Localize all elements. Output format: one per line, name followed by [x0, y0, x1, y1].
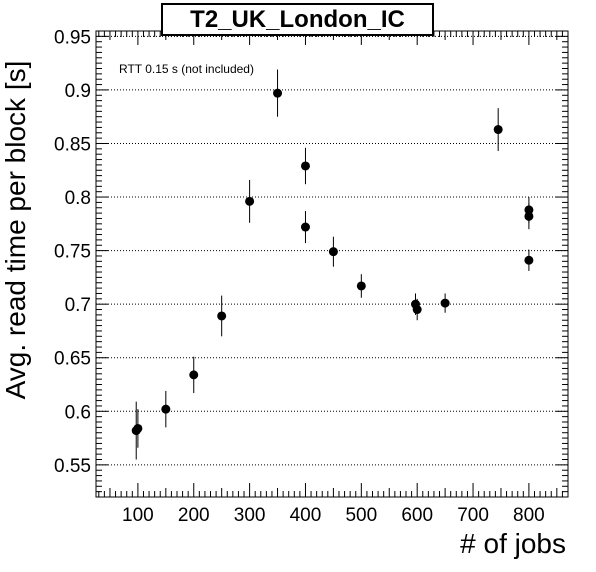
x-tick-label: 700 — [457, 505, 489, 526]
tick-labels: 0.55 0.6 0.65 0.7 0.75 0.8 0.85 0.9 0.95 100 200 30… — [54, 27, 545, 526]
axis-ticks — [96, 31, 569, 497]
data-point — [440, 298, 450, 308]
data-point — [245, 196, 255, 206]
data-point — [524, 255, 534, 265]
y-tick-label: 0.8 — [65, 188, 91, 209]
x-tick-label: 600 — [401, 505, 433, 526]
y-tick-label: 0.75 — [54, 242, 91, 263]
data-point — [300, 161, 310, 171]
y-tick-label: 0.55 — [54, 456, 91, 477]
y-tick-label: 0.7 — [65, 295, 91, 316]
data-point — [217, 311, 227, 321]
data-point — [524, 211, 534, 221]
rtt-annotation: RTT 0.15 s (not included) — [119, 62, 254, 76]
chart-title: T2_UK_London_IC — [161, 3, 434, 36]
data-point — [189, 370, 199, 380]
data-point — [356, 281, 366, 291]
y-axis-label: Avg. read time per block [s] — [0, 60, 31, 400]
y-tick-label: 0.65 — [54, 349, 91, 370]
x-tick-label: 300 — [234, 505, 266, 526]
plot-frame — [95, 30, 569, 498]
x-tick-label: 800 — [513, 505, 545, 526]
data-point — [133, 423, 143, 433]
data-point — [328, 247, 338, 257]
data-point — [493, 125, 503, 135]
y-tick-label: 0.95 — [54, 27, 91, 48]
grid-lines — [96, 35, 568, 466]
x-tick-label: 400 — [290, 505, 322, 526]
x-tick-label: 200 — [178, 505, 210, 526]
x-tick-label: 500 — [345, 505, 377, 526]
y-tick-label: 0.6 — [65, 402, 91, 423]
x-tick-label: 100 — [122, 505, 154, 526]
x-axis-label: # of jobs — [460, 528, 566, 559]
data-point — [412, 305, 422, 315]
y-tick-label: 0.85 — [54, 134, 91, 155]
data-point — [300, 222, 310, 232]
y-tick-label: 0.9 — [65, 81, 91, 102]
data-point — [273, 88, 283, 98]
data-point — [161, 404, 171, 414]
data-points — [131, 69, 534, 460]
